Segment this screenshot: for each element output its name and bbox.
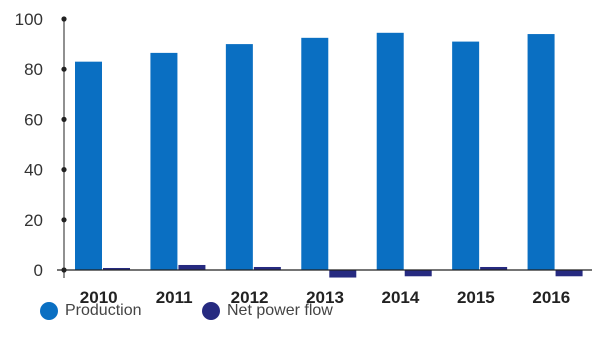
x-tick-label: 2016: [532, 288, 570, 307]
y-tick-label: 60: [24, 110, 43, 129]
bar-net-power-flow-2014: [405, 270, 432, 276]
bar-production-2013: [301, 38, 328, 270]
bar-production-2015: [452, 42, 479, 270]
y-tick-label: 100: [15, 10, 43, 29]
bar-net-power-flow-2016: [556, 270, 583, 276]
legend-swatch-net-power-flow: [202, 302, 220, 320]
bar-production-2011: [150, 53, 177, 270]
legend-label-net-power-flow: Net power flow: [227, 302, 333, 320]
legend-item-production: Production: [40, 302, 142, 320]
x-tick-label: 2014: [382, 288, 420, 307]
y-tick-label: 0: [34, 261, 43, 280]
legend-item-net-power-flow: Net power flow: [202, 302, 333, 320]
bar-net-power-flow-2013: [329, 270, 356, 278]
y-tick-label: 20: [24, 211, 43, 230]
y-axis: 0 20 40 60 80 100: [15, 10, 67, 280]
legend-swatch-production: [40, 302, 58, 320]
bar-production-2012: [226, 44, 253, 270]
x-tick-label: 2015: [457, 288, 495, 307]
y-tick-mark: [61, 67, 66, 72]
bar-production-2010: [75, 62, 102, 270]
bar-production-2014: [377, 33, 404, 270]
y-tick-mark: [61, 217, 66, 222]
y-tick-label: 40: [24, 161, 43, 180]
y-tick-label: 80: [24, 60, 43, 79]
bar-production-2016: [528, 34, 555, 270]
y-tick-mark: [61, 16, 66, 21]
bar-net-power-flow-2011: [178, 265, 205, 270]
x-tick-label: 2011: [156, 288, 193, 307]
bars: [75, 33, 583, 278]
y-tick-mark: [61, 117, 66, 122]
y-tick-mark: [61, 167, 66, 172]
legend-label-production: Production: [65, 302, 142, 320]
